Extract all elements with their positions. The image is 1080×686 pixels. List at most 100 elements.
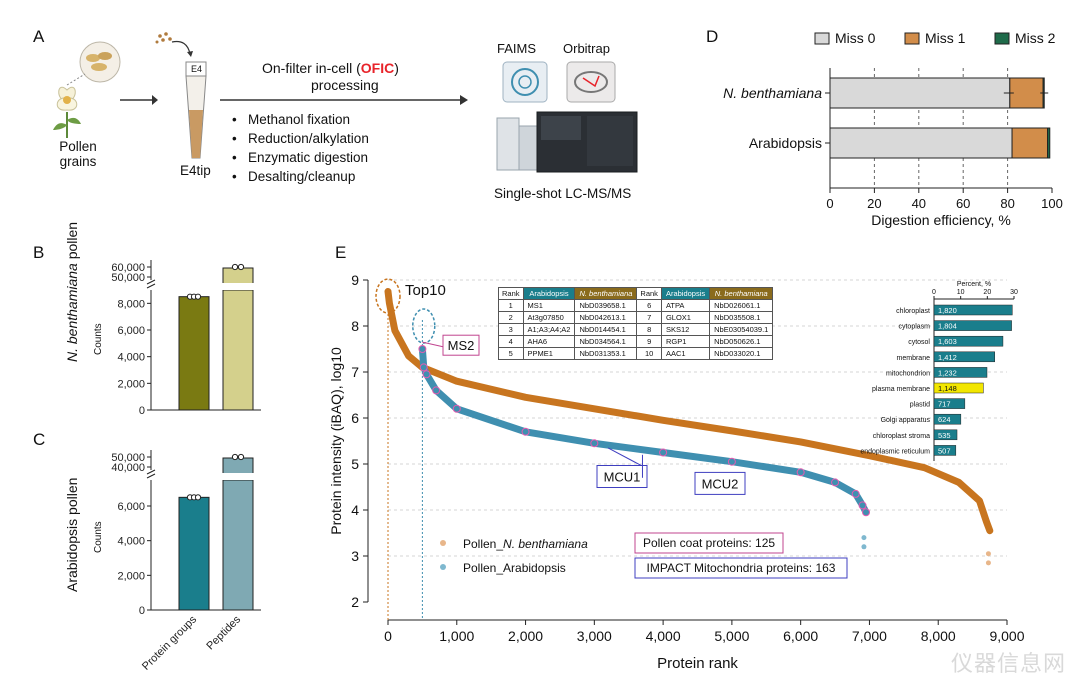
replicate-point <box>231 453 239 461</box>
panel-b-letter: B <box>33 243 45 262</box>
inset-x-label: Percent, % <box>957 281 991 288</box>
inset-bar-value: 1,232 <box>938 368 957 377</box>
y-tick-label: 4,000 <box>117 536 145 548</box>
pollen-coat-label: Pollen coat proteins: 125 <box>643 536 775 550</box>
replicate-point <box>231 263 239 271</box>
bar-0 <box>178 296 210 411</box>
point-at <box>419 363 428 372</box>
point-at <box>521 427 530 436</box>
y-tick-label: 7 <box>351 364 359 380</box>
point-at <box>858 501 867 510</box>
inset-bar <box>933 335 1004 347</box>
point-at <box>796 468 805 477</box>
table-cell: 3 <box>498 323 524 336</box>
arrow-right-icon <box>120 95 158 105</box>
legend-nb-marker <box>440 540 446 546</box>
bar-0 <box>178 496 210 611</box>
inset-bar-value: 624 <box>938 415 951 424</box>
x-tick-label: Peptides <box>204 613 243 652</box>
y-tick-label: 2,000 <box>117 378 145 390</box>
impact-label: IMPACT Mitochondria proteins: 163 <box>647 561 836 575</box>
table-cell: At3g07850 <box>522 311 576 324</box>
table-cell: NbD026061.1 <box>709 299 774 312</box>
inset-bar <box>933 351 995 363</box>
point-nb <box>391 327 398 334</box>
x-tick-label: 0 <box>826 196 833 211</box>
e4tip-illustration <box>155 32 207 159</box>
y-tick-label: 3 <box>351 548 359 564</box>
x-tick-label: 3,000 <box>577 628 612 644</box>
y-tick-label: 2,000 <box>117 570 145 582</box>
inset-category-label: chloroplast stroma <box>873 433 930 440</box>
point-nb <box>976 497 983 504</box>
pollen-label-line2: grains <box>59 154 97 169</box>
point-nb <box>660 417 667 424</box>
top10-ellipse-at <box>412 308 436 344</box>
replicate-point <box>237 453 245 461</box>
table-cell: A1;A3;A4;A2 <box>522 323 576 336</box>
lcms-label: Single-shot LC-MS/MS <box>494 186 632 201</box>
x-tick-label: 0 <box>384 628 392 644</box>
table-row: 4 AHA6 NbD034564.1 9 RGP1 NbD050626.1 <box>498 335 774 348</box>
x-tick-label: 2,000 <box>508 628 543 644</box>
step-digestion: Enzymatic digestion <box>230 148 369 167</box>
x-tick-label: 5,000 <box>714 628 749 644</box>
point-nb <box>522 394 529 401</box>
x-axis-label: Digestion efficiency, % <box>871 212 1011 228</box>
point-at <box>452 404 461 413</box>
point-nb <box>405 352 412 359</box>
x-tick-label: 4,000 <box>646 628 681 644</box>
x-tick-label: 9,000 <box>989 628 1024 644</box>
point-nb <box>728 427 735 434</box>
faims-label: FAIMS <box>497 41 537 56</box>
table-cell: 1 <box>498 299 524 312</box>
y-tick-label: 8,000 <box>117 298 145 310</box>
x-tick-label: 80 <box>1000 196 1014 211</box>
panel-a-letter: A <box>33 27 45 46</box>
mcu1-box <box>596 465 648 488</box>
point-nb <box>866 452 873 459</box>
watermark: 仪器信息网 <box>950 651 1066 676</box>
table-cell: NbD042613.1 <box>574 311 638 324</box>
inset-category-label: plasma membrane <box>872 386 930 393</box>
table-cell: SKS12 <box>660 323 711 336</box>
point-at <box>659 448 668 457</box>
table-cell: NbE03054039.1 <box>709 323 774 336</box>
ofic-title-pre: On-filter in-cell ( <box>262 60 361 76</box>
table-header-cell: Rank <box>498 287 524 300</box>
digestion-efficiency-chart: Miss 0 Miss 1 Miss 2 N. benthamiana Arabidop… <box>723 30 1063 228</box>
table-cell: 10 <box>636 347 662 360</box>
point-at <box>418 345 427 353</box>
legend-swatch <box>814 32 830 45</box>
ofic-title-post: ) <box>394 60 399 76</box>
table-cell: NbD031353.1 <box>574 347 638 360</box>
ofic-title: On-filter in-cell (OFIC) <box>262 60 399 76</box>
orbitrap-label: Orbitrap <box>563 41 610 56</box>
point-at <box>727 457 736 466</box>
e4tip-label: E4tip <box>180 163 211 178</box>
step-reduction: Reduction/alkylation <box>230 129 369 148</box>
point-nb <box>797 438 804 445</box>
panel-c-ylabel: Arabidopsis pollen <box>64 477 80 592</box>
x-tick-label: 60 <box>956 196 970 211</box>
point-nb <box>453 378 460 385</box>
table-cell: 5 <box>498 347 524 360</box>
bar-1-lower <box>222 479 254 611</box>
inset-x-tick-label: 30 <box>1010 289 1018 296</box>
processing-steps: Methanol fixation Reduction/alkylation E… <box>230 110 369 186</box>
bar-segment <box>1009 77 1044 109</box>
inset-bar-value: 535 <box>938 431 951 440</box>
table-cell: 7 <box>636 311 662 324</box>
axis-break-mark <box>146 279 156 289</box>
y-tick-label: 9 <box>351 272 359 288</box>
top10-label: Top10 <box>405 282 446 299</box>
legend-nb-italic: N. benthamiana <box>503 537 588 551</box>
step-methanol: Methanol fixation <box>230 110 369 129</box>
mcu2-label: MCU2 <box>702 476 739 491</box>
ofic-title-acronym: OFIC <box>360 60 395 76</box>
inset-bar-value: 1,148 <box>938 384 957 393</box>
inset-bar-value: 507 <box>938 446 951 455</box>
point-at <box>422 370 431 379</box>
lcms-instrument-illustration <box>496 61 638 173</box>
